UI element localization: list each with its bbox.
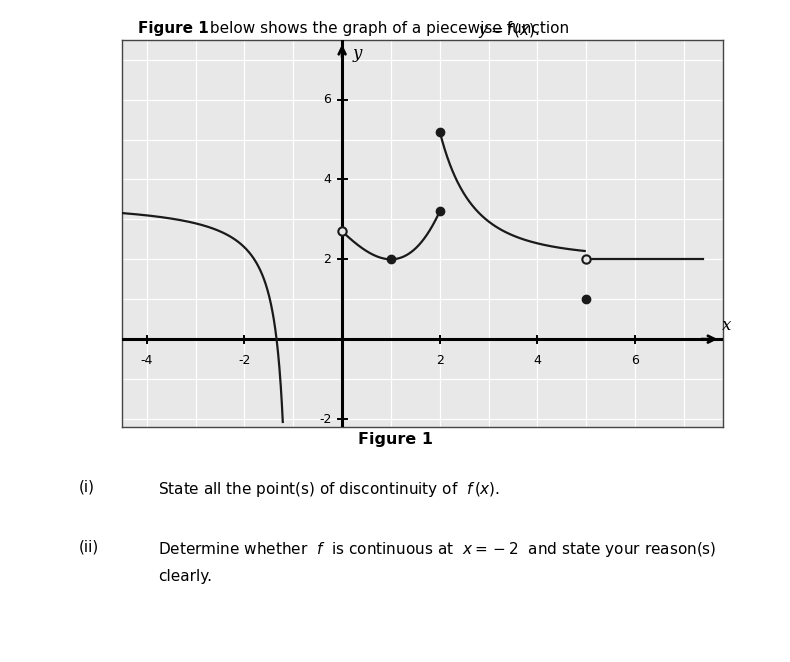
Text: 2: 2 (436, 354, 444, 367)
Text: (ii): (ii) (79, 540, 100, 555)
Text: y: y (353, 44, 363, 62)
Text: Figure 1: Figure 1 (358, 432, 432, 448)
Text: -2: -2 (239, 354, 250, 367)
Text: 6: 6 (631, 354, 639, 367)
Text: below shows the graph of a piecewise function: below shows the graph of a piecewise fun… (205, 21, 579, 36)
Text: -2: -2 (319, 412, 331, 426)
Text: Determine whether  $f$  is continuous at  $x = -2$  and state your reason(s): Determine whether $f$ is continuous at $… (158, 540, 717, 559)
Text: -4: -4 (141, 354, 153, 367)
Text: 4: 4 (533, 354, 541, 367)
Text: 6: 6 (323, 93, 331, 106)
Text: x: x (722, 317, 732, 334)
Text: 2: 2 (323, 253, 331, 266)
Text: $y = f\,(x)$.: $y = f\,(x)$. (478, 21, 540, 40)
Text: State all the point(s) of discontinuity of  $f\,(x)$.: State all the point(s) of discontinuity … (158, 480, 500, 499)
Text: (i): (i) (79, 480, 95, 495)
Text: 4: 4 (323, 173, 331, 186)
Text: clearly.: clearly. (158, 569, 212, 585)
Text: Figure 1: Figure 1 (138, 21, 209, 36)
